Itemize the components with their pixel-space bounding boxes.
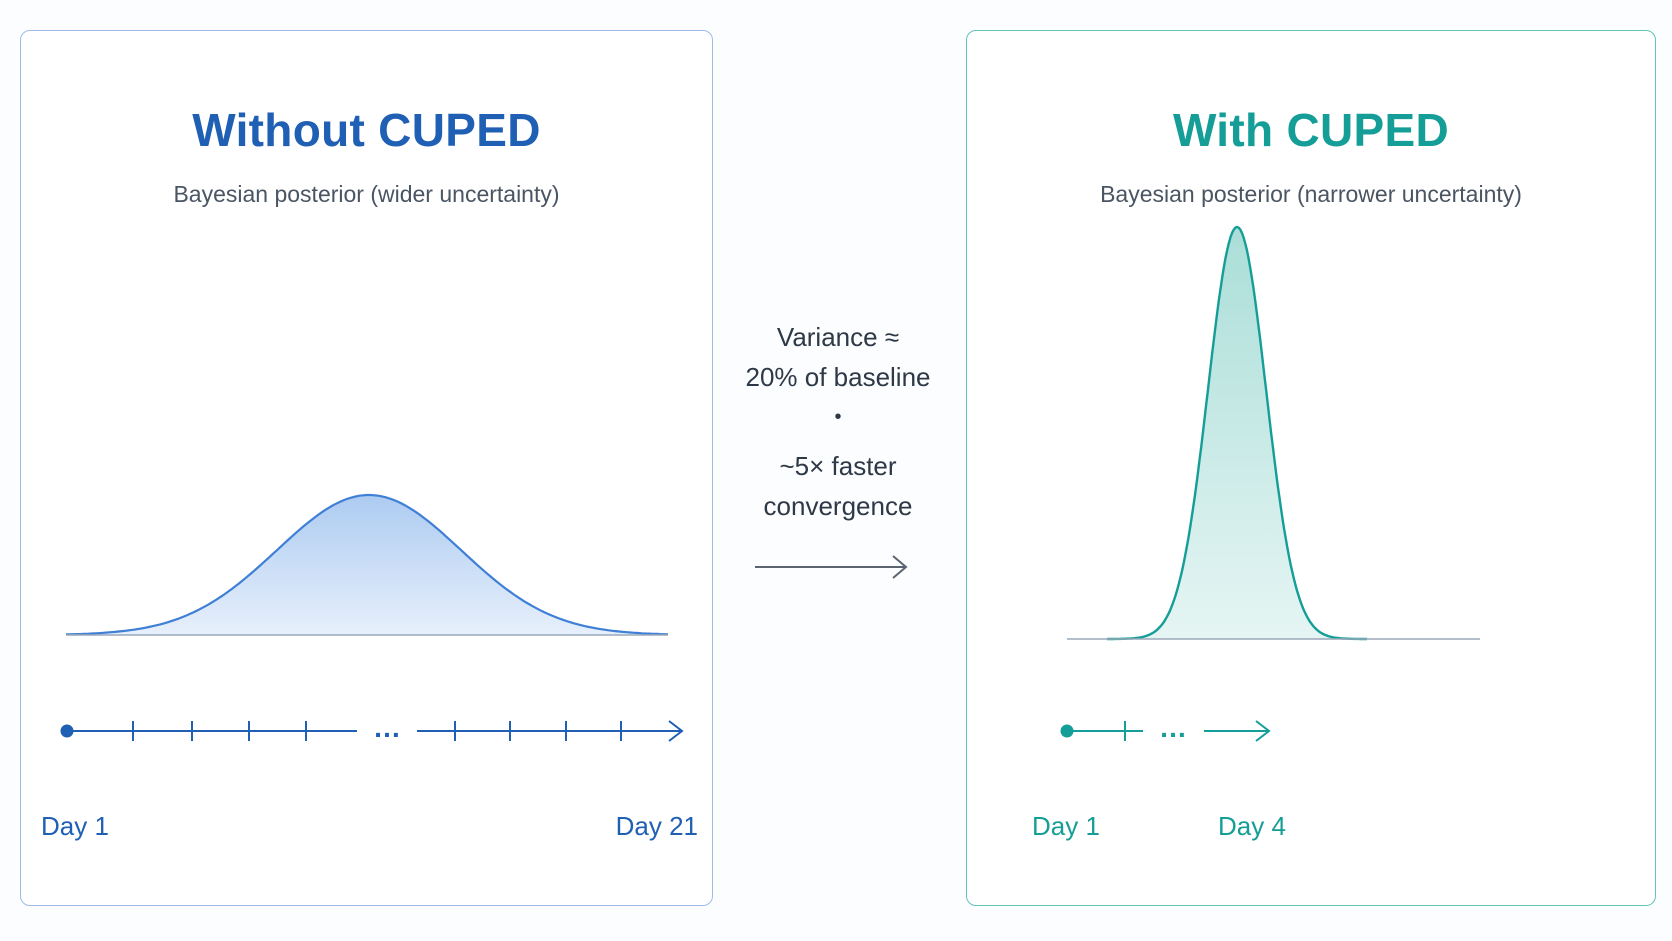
timeline-end-label: Day 21 [615,811,698,841]
timeline [1067,720,1271,742]
timeline-start-dot [1060,724,1074,738]
panel-title: Without CUPED [192,104,541,156]
timeline-end-label: Day 4 [1218,811,1286,841]
timeline-start-label: Day 1 [41,811,109,841]
timeline-ellipsis: … [373,712,401,743]
timeline-start-label: Day 1 [1032,811,1100,841]
with-cuped-panel: With CUPED Bayesian posterior (narrower … [966,30,1656,906]
timeline-start-dot [60,724,74,738]
timeline-arrowhead [1255,720,1271,742]
posterior-area [66,495,668,635]
without-cuped-panel: Without CUPED Bayesian posterior (wider … [20,30,713,906]
separator-dot: • [834,406,842,428]
variance-value-label: 20% of baseline [745,362,931,392]
convergence-label: convergence [763,491,913,521]
variance-label: Variance ≈ [776,322,900,352]
narrow-posterior-illustration: … [1060,225,1480,743]
timeline [67,720,684,742]
timeline-ellipsis: … [1159,712,1187,743]
wide-posterior-illustration: … [60,493,684,743]
speedup-label: ~5× faster [779,451,897,481]
posterior-curve [1107,225,1367,641]
timeline-arrowhead [668,720,684,742]
right-arrow-icon [755,555,908,579]
panel-subtitle: Bayesian posterior (wider uncertainty) [173,181,560,207]
posterior-area [1107,227,1367,639]
panel-subtitle: Bayesian posterior (narrower uncertainty… [1100,181,1522,207]
panel-title: With CUPED [1172,104,1449,156]
posterior-curve [65,493,669,636]
